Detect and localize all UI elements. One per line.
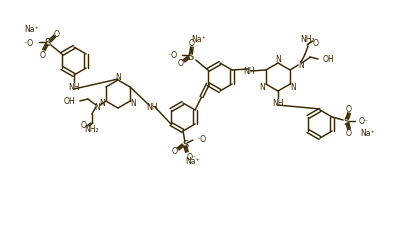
Text: O: O <box>40 50 46 59</box>
Text: OH: OH <box>323 55 335 64</box>
Text: NH: NH <box>272 98 284 107</box>
Text: S: S <box>188 52 194 62</box>
Text: Na⁺: Na⁺ <box>185 156 200 165</box>
Text: NH₂: NH₂ <box>300 34 314 43</box>
Text: O: O <box>172 147 178 156</box>
Text: O: O <box>189 39 195 48</box>
Text: O: O <box>313 39 319 48</box>
Text: O: O <box>81 121 87 130</box>
Text: N: N <box>131 99 137 108</box>
Text: O: O <box>346 129 352 138</box>
Text: S: S <box>182 139 188 149</box>
Text: N: N <box>298 60 304 69</box>
Text: O: O <box>346 105 352 114</box>
Text: O⁻: O⁻ <box>359 117 369 126</box>
Text: ⁻O: ⁻O <box>196 135 206 144</box>
Text: OH: OH <box>63 97 75 106</box>
Text: N: N <box>275 55 281 64</box>
Text: N: N <box>94 102 100 111</box>
Text: ⁻O: ⁻O <box>24 38 34 47</box>
Text: Na⁺: Na⁺ <box>361 129 375 138</box>
Text: O: O <box>178 59 184 68</box>
Text: O⁻: O⁻ <box>187 152 197 161</box>
Text: NH: NH <box>68 82 80 91</box>
Text: N: N <box>115 72 121 81</box>
Text: Na⁺: Na⁺ <box>25 25 39 33</box>
Text: NH: NH <box>243 66 255 75</box>
Text: N: N <box>259 82 265 91</box>
Text: N: N <box>291 82 297 91</box>
Text: NH: NH <box>146 103 157 112</box>
Text: S: S <box>343 117 349 126</box>
Text: ⁻O: ⁻O <box>168 51 178 60</box>
Text: S: S <box>45 38 51 48</box>
Text: Na⁺: Na⁺ <box>191 34 206 43</box>
Text: NH₂: NH₂ <box>84 125 99 134</box>
Text: O: O <box>54 29 60 38</box>
Text: N: N <box>100 99 105 108</box>
